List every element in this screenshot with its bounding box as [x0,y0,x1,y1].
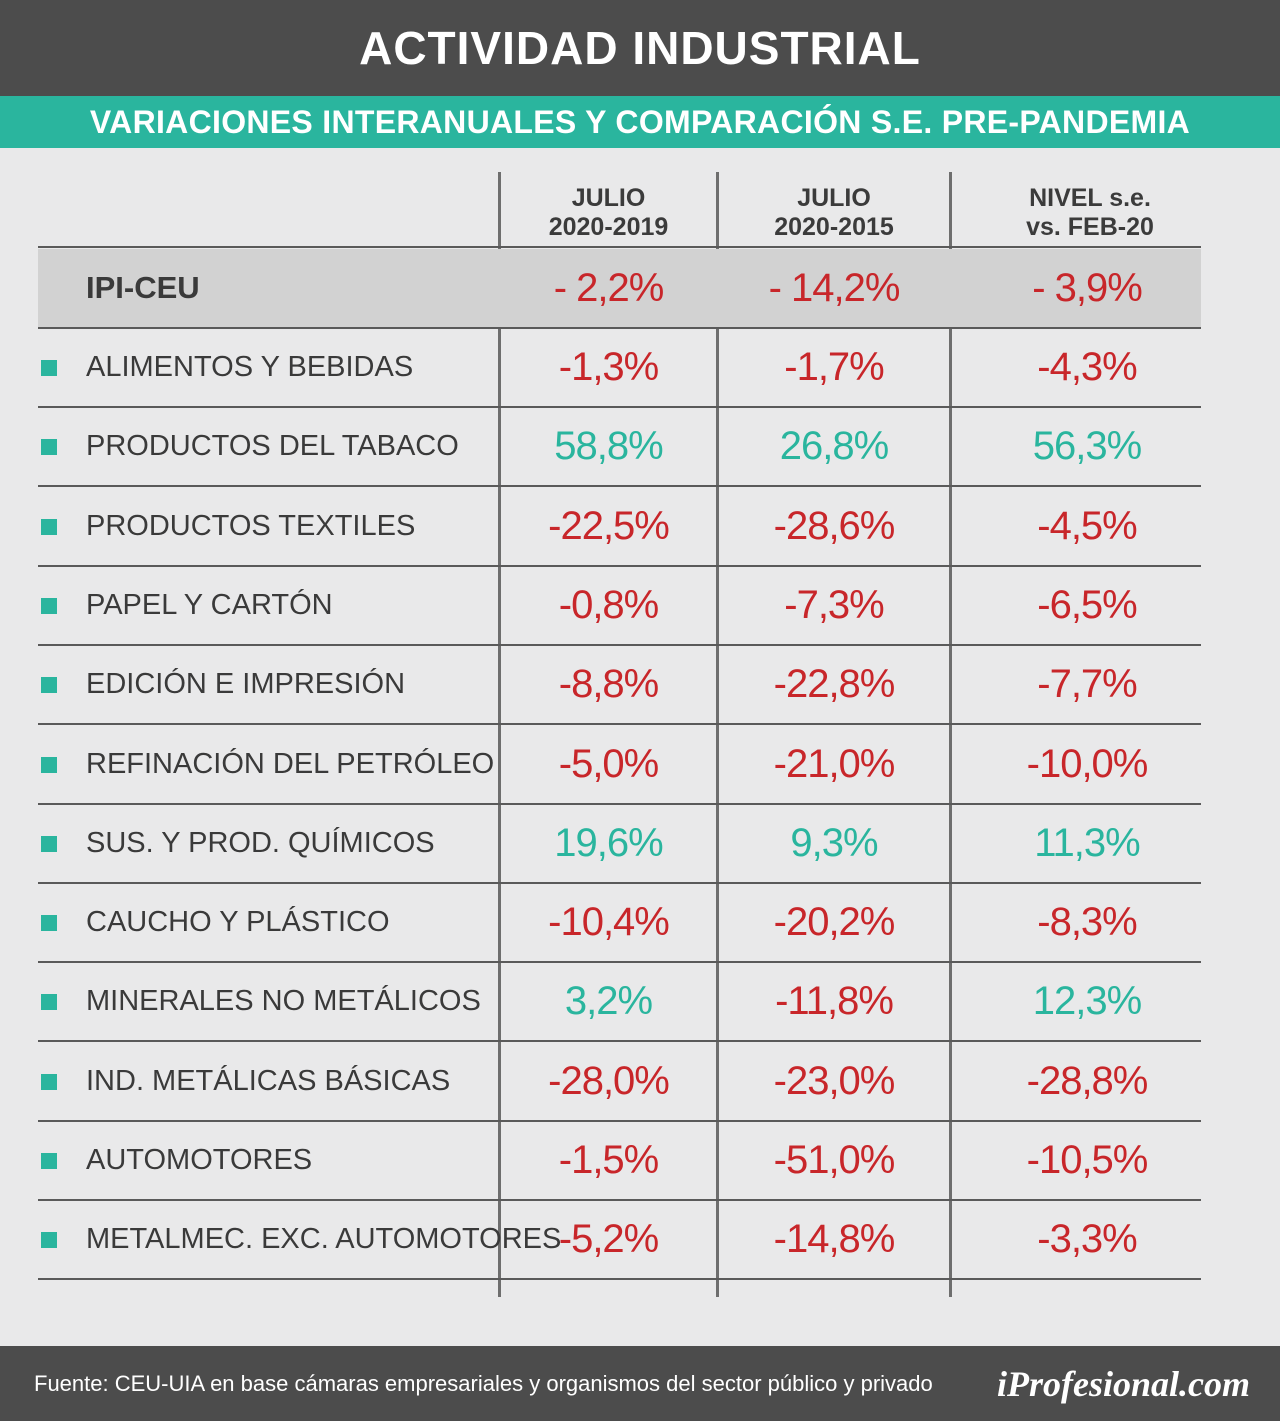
row-label: PRODUCTOS TEXTILES [86,510,416,542]
value-cell: 19,6% [554,821,663,865]
value-cell: 3,2% [564,979,653,1023]
value-cell: -14,8% [773,1217,896,1261]
value-cell: 58,8% [554,424,663,468]
data-table: JULIO 2020-2019 JULIO 2020-2015 NIVEL s.… [0,148,1280,1346]
row-label: METALMEC. EXC. AUTOMOTORES [86,1223,562,1255]
chart-subtitle: VARIACIONES INTERANUALES Y COMPARACIÓN S… [0,96,1280,148]
value-cell: -1,5% [558,1138,660,1182]
value-cell: -28,6% [773,504,896,548]
column-header-line1: JULIO [571,184,646,212]
bullet-square-icon [41,676,57,693]
column-header-line2: 2020-2019 [548,213,669,241]
column-header-line2: vs. FEB-20 [1026,213,1154,241]
value-cell: -6,5% [1037,583,1138,627]
brand-logo: iProfesional.com [997,1363,1250,1404]
value-cell: -4,3% [1037,345,1138,389]
value-cell: -10,4% [548,900,670,944]
table-row: IND. METÁLICAS BÁSICAS -28,0% -23,0% -28,8% [38,1043,1201,1122]
bullet-square-icon [41,1231,57,1248]
value-cell: 9,3% [790,821,878,865]
column-header-1: JULIO 2020-2019 [501,178,716,248]
row-label: CAUCHO Y PLÁSTICO [86,906,390,938]
source-note: Fuente: CEU-UIA en base cámaras empresar… [34,1370,933,1396]
value-cell: -28,8% [1026,1059,1149,1103]
table-row: MINERALES NO METÁLICOS 3,2% -11,8% 12,3% [38,963,1201,1042]
value-cell: -5,0% [558,742,660,786]
value-cell: 56,3% [1032,424,1142,468]
column-divider [498,172,501,1297]
value-cell: -4,5% [1037,504,1138,548]
bullet-square-icon [41,914,57,931]
value-cell: -28,0% [548,1059,670,1103]
value-cell: -10,5% [1026,1138,1149,1182]
table-row: METALMEC. EXC. AUTOMOTORES -5,2% -14,8% -3,… [38,1201,1201,1280]
table-row: CAUCHO Y PLÁSTICO -10,4% -20,2% -8,3% [38,884,1201,963]
table-row: AUTOMOTORES -1,5% -51,0% -10,5% [38,1122,1201,1201]
bullet-square-icon [41,438,57,455]
value-cell: -1,7% [784,345,885,389]
value-cell: -7,3% [784,583,885,627]
header-separator [38,246,1201,248]
table-row: PRODUCTOS TEXTILES -22,5% -28,6% -4,5% [38,488,1201,567]
value-cell: -11,8% [775,979,894,1023]
bullet-square-icon [41,597,57,614]
value-cell: -8,3% [1037,900,1138,944]
chart-title: ACTIVIDAD INDUSTRIAL [0,0,1280,96]
column-header-2: JULIO 2020-2015 [719,178,949,248]
value-cell: -22,8% [773,662,896,706]
value-cell: -20,2% [773,900,896,944]
row-label: PRODUCTOS DEL TABACO [86,430,459,462]
table-row: PRODUCTOS DEL TABACO 58,8% 26,8% 56,3% [38,408,1201,487]
value-cell: -5,2% [558,1217,660,1261]
value-cell: -21,0% [773,742,896,786]
value-cell: - 3,9% [1032,265,1143,310]
table-row: SUS. Y PROD. QUÍMICOS 19,6% 9,3% 11,3% [38,805,1201,884]
bullet-square-icon [41,835,57,852]
bullet-square-icon [41,1073,57,1090]
column-divider [716,172,719,1297]
value-cell: -3,3% [1037,1217,1138,1261]
bullet-square-icon [41,1152,57,1169]
row-label: EDICIÓN E IMPRESIÓN [86,668,406,700]
row-label: SUS. Y PROD. QUÍMICOS [86,827,435,859]
row-label: REFINACIÓN DEL PETRÓLEO [86,748,495,780]
value-cell: - 2,2% [553,265,665,310]
value-cell: -23,0% [773,1059,896,1103]
value-cell: -0,8% [558,583,660,627]
value-cell: -10,0% [1026,742,1149,786]
value-cell: 11,3% [1034,821,1140,865]
bullet-square-icon [41,756,57,773]
bullet-square-icon [41,518,57,535]
row-label: PAPEL Y CARTÓN [86,589,333,621]
value-cell: 12,3% [1032,979,1142,1023]
row-label: IPI-CEU [86,270,200,305]
column-header-3: NIVEL s.e. vs. FEB-20 [952,178,1228,248]
column-header-line1: JULIO [797,184,871,212]
row-label: ALIMENTOS Y BEBIDAS [86,351,414,383]
value-cell: 26,8% [779,424,889,468]
row-label: IND. METÁLICAS BÁSICAS [86,1065,451,1097]
value-cell: -22,5% [548,504,670,548]
table-row: REFINACIÓN DEL PETRÓLEO -5,0% -21,0% -10,0% [38,726,1201,805]
table-row: ALIMENTOS Y BEBIDAS -1,3% -1,7% -4,3% [38,329,1201,408]
row-label: MINERALES NO METÁLICOS [86,985,481,1017]
value-cell: - 14,2% [768,265,901,310]
column-header-line1: NIVEL s.e. [1029,184,1151,212]
value-cell: -7,7% [1037,662,1138,706]
table-row: PAPEL Y CARTÓN -0,8% -7,3% -6,5% [38,567,1201,646]
value-cell: -51,0% [773,1138,896,1182]
bullet-square-icon [41,359,57,376]
value-cell: -1,3% [558,345,660,389]
value-cell: -8,8% [558,662,660,706]
footer: Fuente: CEU-UIA en base cámaras empresar… [0,1346,1280,1421]
bullet-square-icon [41,993,57,1010]
column-header-line2: 2020-2015 [774,213,894,241]
column-divider [949,172,952,1297]
summary-row: IPI-CEU - 2,2% - 14,2% - 3,9% [38,249,1201,329]
table-row: EDICIÓN E IMPRESIÓN -8,8% -22,8% -7,7% [38,646,1201,725]
row-label: AUTOMOTORES [86,1144,313,1176]
